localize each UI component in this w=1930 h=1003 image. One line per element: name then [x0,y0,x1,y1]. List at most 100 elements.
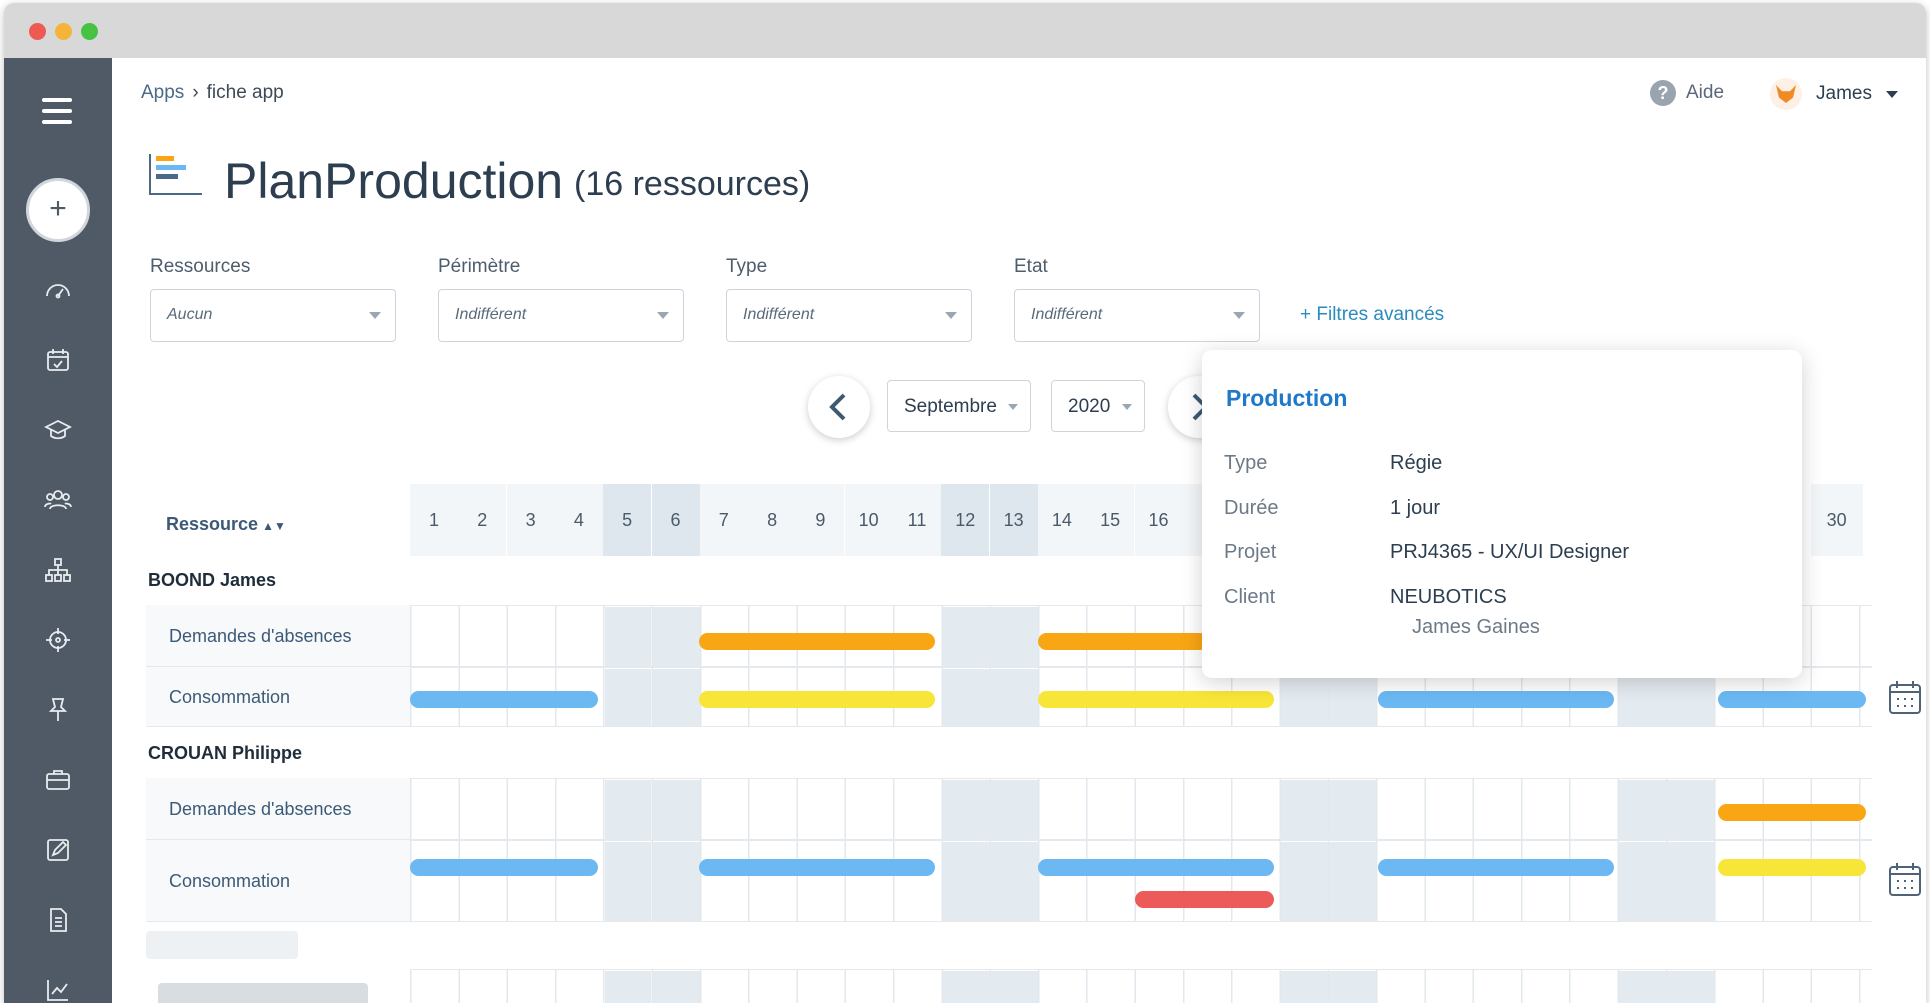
chevron-down-icon [369,312,381,319]
weekend-cell [1329,841,1376,921]
consumption-bar[interactable] [1038,859,1274,876]
previous-month-button[interactable] [808,376,870,438]
perimetre-select[interactable]: Indifférent [438,289,684,342]
popover-value: PRJ4365 - UX/UI Designer [1390,541,1629,563]
weekend-cell [1619,668,1666,726]
menu-icon[interactable] [42,98,72,131]
filter-label: Etat [1014,256,1048,277]
sort-icon: ▲▼ [262,519,286,533]
month-value: Septembre [904,396,997,417]
production-popover: Production Type Régie Durée 1 jour Projet P… [1202,350,1802,678]
calendar-icon[interactable] [1888,679,1922,715]
absence-bar[interactable] [1718,804,1866,821]
row-label: Consommation [146,667,410,727]
breadcrumb-apps-link[interactable]: Apps [141,82,185,103]
calendar-icon[interactable] [44,346,72,374]
chevron-left-icon [829,393,846,421]
overtime-bar[interactable] [1135,891,1274,908]
consumption-bar[interactable] [1378,859,1614,876]
consumption-bar[interactable] [699,691,935,708]
consumption-bar[interactable] [1718,859,1866,876]
chevron-down-icon [945,312,957,319]
page-title: PlanProduction [224,153,564,209]
help-icon: ? [1650,80,1676,106]
day-column-header: 11 [893,484,941,556]
month-select[interactable]: Septembre [887,380,1031,432]
org-chart-icon[interactable] [44,556,72,584]
consumption-bar[interactable] [699,859,935,876]
filter-label: Périmètre [438,256,521,277]
gantt-icon [149,154,202,195]
popover-key: Durée [1224,497,1279,519]
day-column-header: 30 [1810,484,1863,556]
weekend-cell [1280,841,1328,921]
weekend-cell [1280,668,1328,726]
day-column-header: 8 [748,484,797,556]
select-value: Indifférent [455,306,527,323]
calendar-icon[interactable] [1888,861,1922,897]
weekend-cell [1280,779,1328,839]
weekend-cell [991,606,1038,666]
etat-select[interactable]: Indifférent [1014,289,1260,342]
type-select[interactable]: Indifférent [726,289,972,342]
user-menu[interactable]: James [1770,78,1898,110]
resource-column-header[interactable]: Ressource ▲▼ [166,514,286,535]
filter-label: Type [726,256,768,277]
dashboard-icon[interactable] [44,276,72,304]
weekend-cell [604,841,652,921]
consumption-bar[interactable] [1038,691,1274,708]
consumption-bar[interactable] [410,691,598,708]
weekend-cell [942,841,990,921]
target-icon[interactable] [44,626,72,654]
year-select[interactable]: 2020 [1051,380,1145,432]
window-titlebar [4,3,1926,58]
briefcase-icon[interactable] [44,766,72,794]
weekend-cell [942,970,990,1003]
maximize-window-button[interactable] [81,23,98,40]
weekend-cell [604,779,652,839]
help-label: Aide [1686,82,1725,103]
popover-value-secondary: James Gaines [1412,616,1540,638]
consumption-bar[interactable] [410,859,598,876]
absence-bar[interactable] [699,633,935,650]
loading-placeholder [146,931,298,959]
page-subtitle: (16 ressources) [574,165,811,203]
users-icon[interactable] [44,486,72,514]
consumption-bar[interactable] [1718,691,1866,708]
popover-row-client: Client NEUBOTICS James Gaines [1224,586,1540,638]
weekend-cell [942,668,990,726]
add-button[interactable]: + [26,178,90,242]
day-column-header: 15 [1086,484,1135,556]
weekend-cell [991,841,1038,921]
row-label: Demandes d'absences [146,605,410,667]
day-column-header: 1 [410,484,458,556]
absence-bar[interactable] [1038,633,1208,650]
ressources-select[interactable]: Aucun [150,289,396,342]
edit-icon[interactable] [44,836,72,864]
document-icon[interactable] [44,906,72,934]
pin-icon[interactable] [44,696,72,724]
weekend-cell [653,606,700,666]
day-column-header: 6 [651,484,700,556]
day-column-header: 10 [844,484,893,556]
close-window-button[interactable] [29,23,46,40]
day-column-header: 3 [506,484,555,556]
chart-icon[interactable] [44,976,72,1003]
row-label: Demandes d'absences [146,778,410,840]
weekend-cell [604,970,652,1003]
advanced-filters-link[interactable]: + Filtres avancés [1300,304,1445,325]
minimize-window-button[interactable] [55,23,72,40]
weekend-cell [1667,779,1715,839]
filter-label: Ressources [150,256,251,277]
help-link[interactable]: ? Aide [1650,80,1724,106]
day-column-header: 4 [554,484,603,556]
popover-row-type: Type Régie [1224,452,1442,475]
group-title: BOOND James [148,570,277,590]
chevron-down-icon [1122,404,1132,410]
breadcrumb-current: fiche app [206,82,284,103]
weekend-cell [1667,970,1715,1003]
consumption-bar[interactable] [1378,691,1614,708]
breadcrumb: Apps › fiche app [141,82,284,104]
weekend-cell [1619,970,1666,1003]
graduation-icon[interactable] [43,416,73,444]
